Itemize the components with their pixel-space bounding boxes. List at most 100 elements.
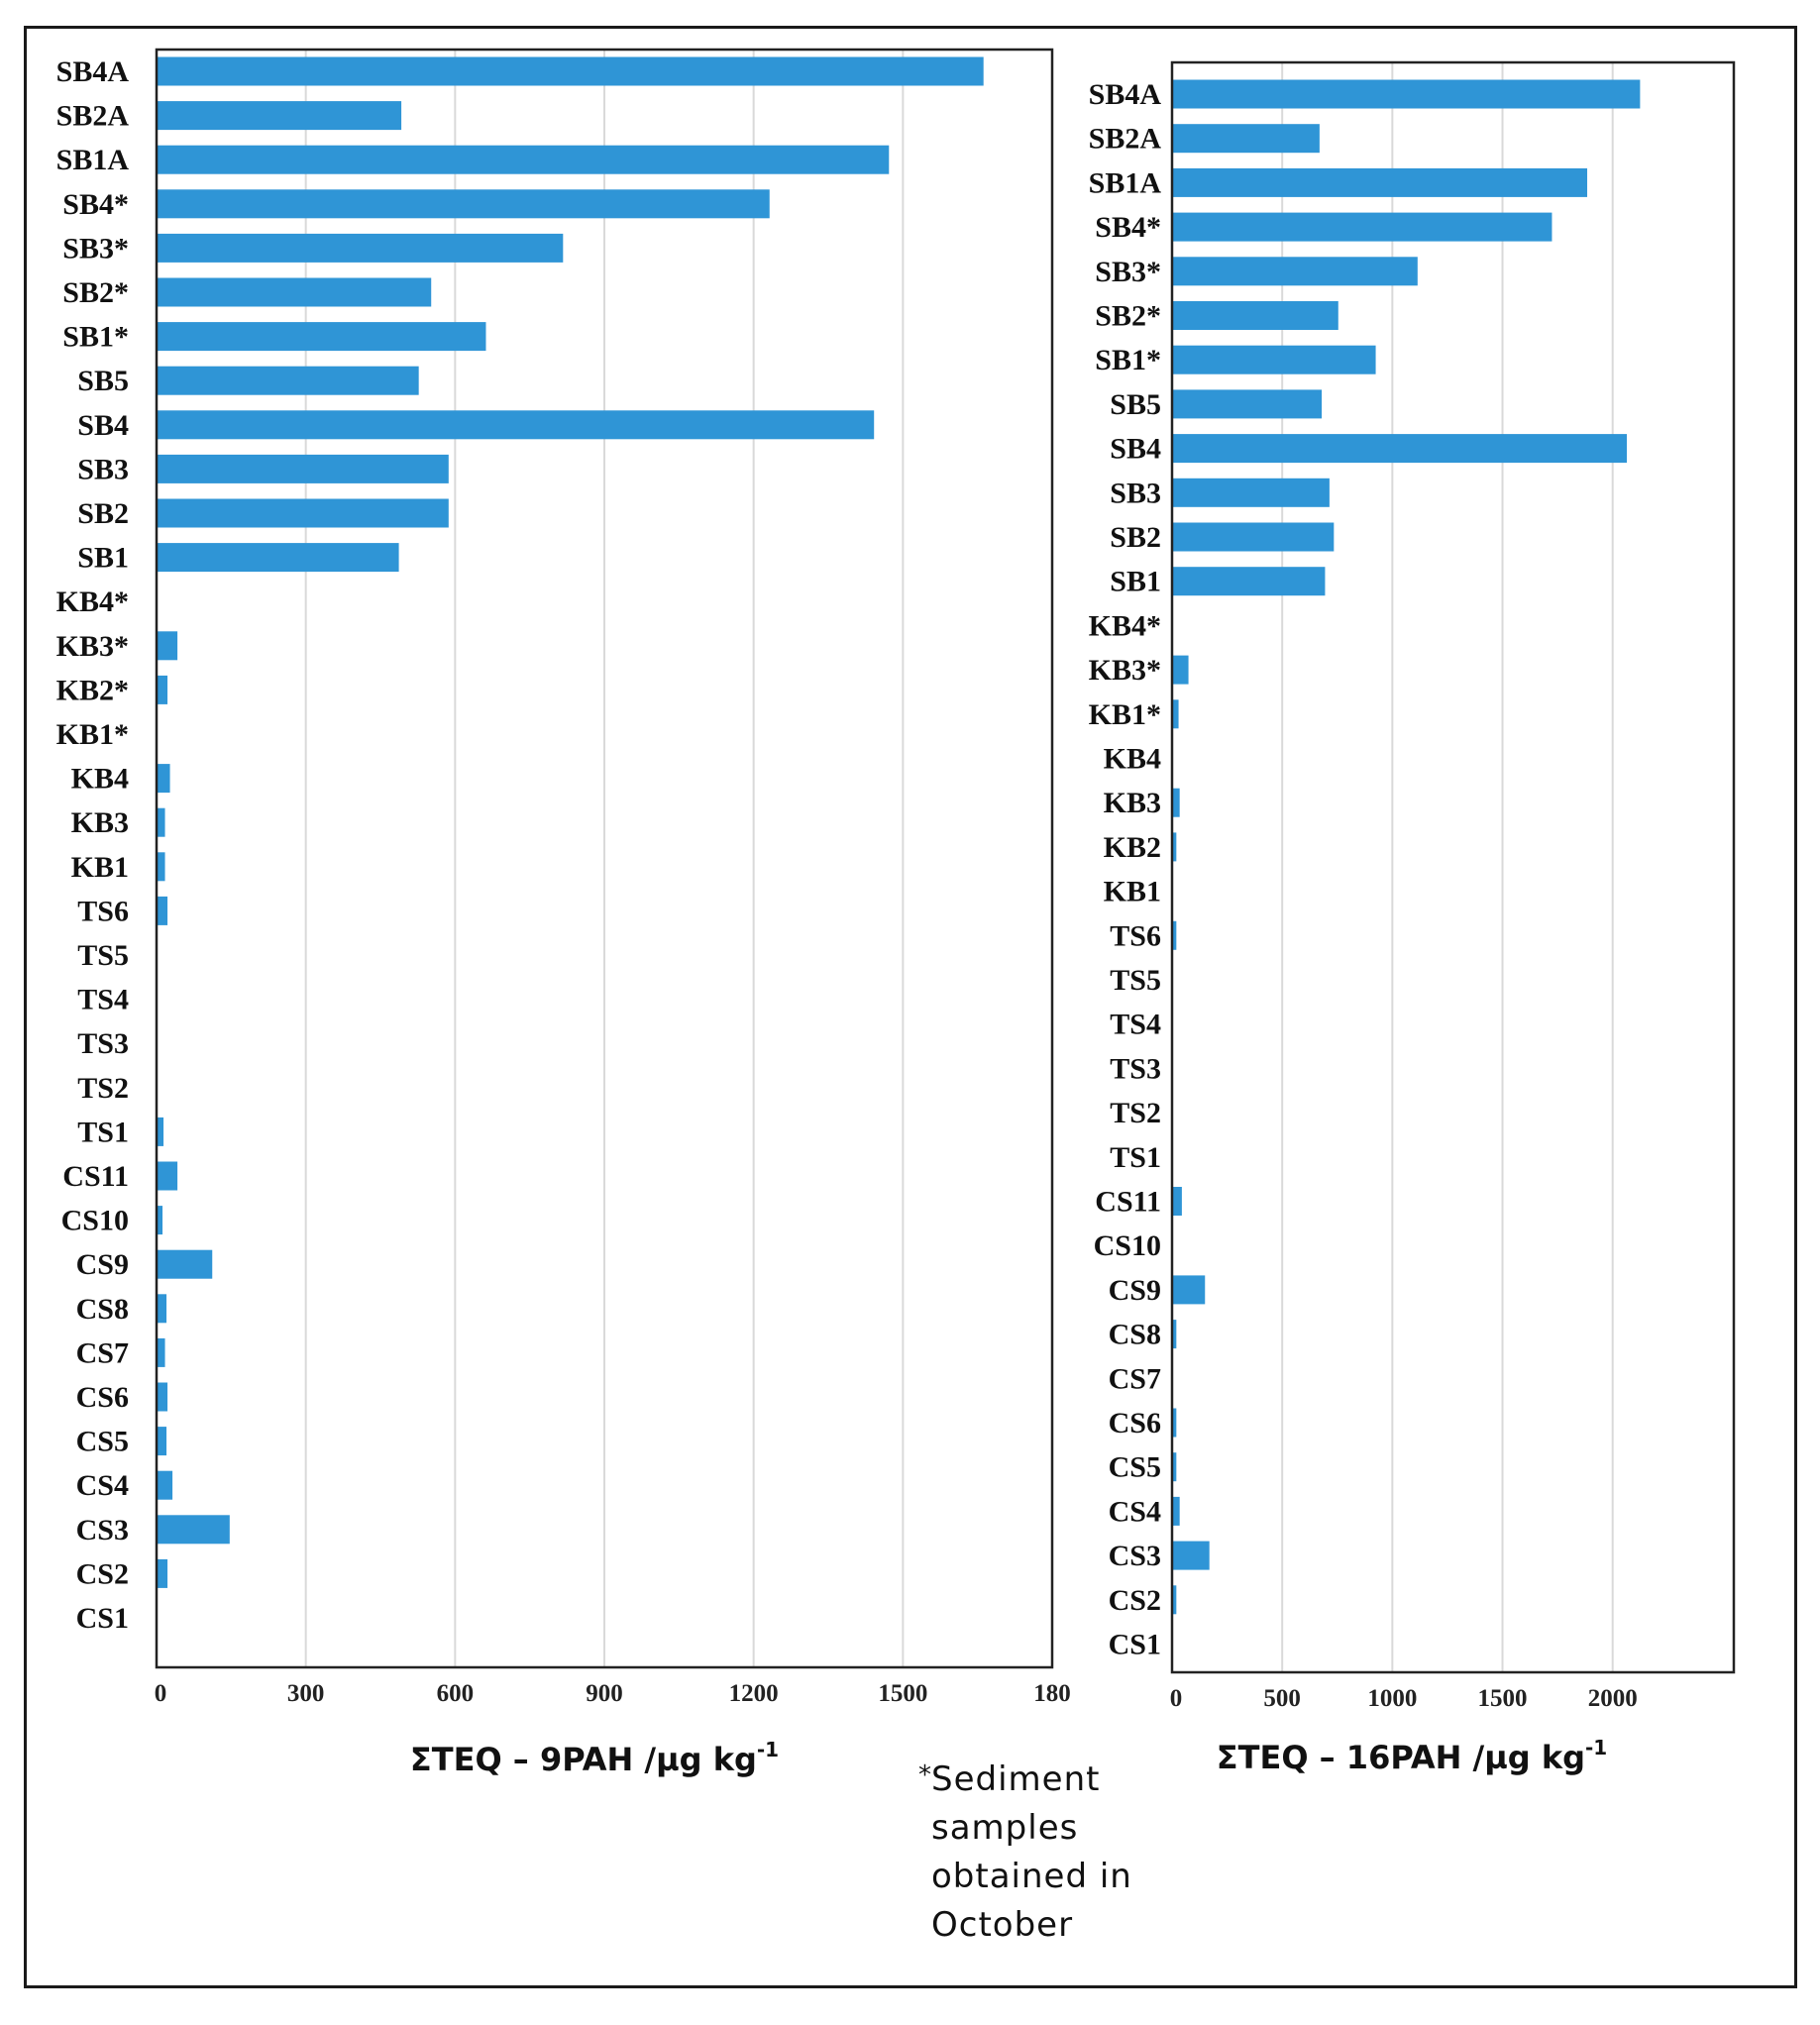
right-bar	[1173, 1408, 1177, 1438]
left-bar	[158, 1294, 167, 1324]
right-category-label: SB2*	[1095, 300, 1161, 333]
right-category-label: SB4*	[1095, 211, 1161, 244]
right-bar	[1173, 1585, 1177, 1615]
right-category-label: CS7	[1109, 1362, 1161, 1395]
right-category-label: SB4A	[1089, 78, 1162, 111]
right-category-label: KB1	[1104, 876, 1161, 908]
left-category-label: CS6	[76, 1381, 129, 1414]
left-bar	[158, 233, 564, 263]
left-category-label: KB4*	[56, 586, 129, 618]
left-category-label: SB3	[77, 453, 129, 485]
left-bar	[158, 145, 890, 174]
right-category-label: SB3	[1110, 477, 1161, 509]
left-bar	[158, 1470, 173, 1500]
left-category-label: KB1	[71, 851, 129, 884]
right-category-label: KB2	[1104, 831, 1161, 864]
right-bar	[1173, 1320, 1177, 1349]
right-category-label: TS4	[1110, 1009, 1161, 1041]
left-category-label: CS8	[76, 1293, 129, 1326]
left-category-label: SB4	[77, 409, 129, 442]
right-bar	[1173, 832, 1177, 862]
left-category-label: KB1*	[56, 718, 129, 751]
left-bar	[158, 454, 449, 483]
right-bar	[1173, 1541, 1210, 1570]
right-plot-border	[1170, 60, 1736, 1674]
left-category-label: CS3	[76, 1514, 129, 1546]
left-category-label: CS11	[62, 1160, 129, 1193]
right-category-label: TS5	[1110, 964, 1161, 997]
left-bar	[158, 366, 419, 395]
right-bar	[1173, 301, 1338, 330]
left-bar	[158, 764, 170, 794]
right-category-label: CS4	[1109, 1495, 1161, 1528]
left-bar	[158, 1515, 230, 1545]
right-category-label: CS6	[1109, 1407, 1161, 1439]
right-x-axis-label: ΣTEQ – 16PAH /µg kg-1	[1217, 1736, 1607, 1776]
right-category-label: CS2	[1109, 1584, 1161, 1617]
right-bar	[1173, 212, 1552, 242]
right-bar	[1173, 124, 1320, 154]
left-bar	[158, 1249, 213, 1279]
left-category-label: TS5	[77, 939, 129, 972]
right-category-label: SB1*	[1095, 344, 1161, 376]
right-category-label: KB3*	[1089, 654, 1161, 687]
right-tick-label: 0	[1170, 1685, 1183, 1712]
left-tick-label: 1200	[729, 1680, 779, 1707]
right-bar	[1173, 79, 1641, 109]
right-category-label: TS2	[1110, 1097, 1161, 1129]
left-bar	[158, 56, 984, 86]
left-bar	[158, 675, 168, 704]
left-category-label: SB2	[77, 497, 129, 530]
left-bar	[158, 101, 402, 131]
right-tick-label: 500	[1263, 1685, 1301, 1712]
left-category-label: CS2	[76, 1557, 129, 1590]
right-category-label: CS11	[1095, 1186, 1161, 1219]
right-bar	[1173, 1275, 1206, 1305]
chart-16pah: SB4A SB2A SB1A SB4* SB3* SB2* SB1* SB5 SB4 SB3 SB2…	[1089, 60, 1736, 1776]
left-category-label: SB2*	[62, 276, 129, 309]
left-category-label: SB1*	[62, 321, 129, 354]
left-category-label: CS10	[61, 1205, 129, 1237]
note-text: Sediment samples obtained in October	[931, 1759, 1132, 1945]
right-category-label: SB1	[1110, 566, 1161, 598]
right-bar	[1173, 655, 1189, 685]
left-bar	[158, 1427, 167, 1456]
right-bar	[1173, 567, 1326, 596]
right-bar	[1173, 389, 1323, 419]
left-category-label: CS4	[76, 1469, 129, 1502]
left-bar	[158, 410, 875, 440]
right-tick-label: 1000	[1367, 1685, 1417, 1712]
left-category-label: SB4*	[62, 188, 129, 221]
left-category-label: SB4A	[56, 55, 130, 88]
left-category-label: TS1	[77, 1116, 129, 1148]
right-bar	[1173, 920, 1177, 950]
right-category-label: SB1A	[1089, 166, 1162, 199]
right-bar	[1173, 478, 1330, 507]
left-bar	[158, 1161, 178, 1191]
left-category-label: SB1	[77, 542, 129, 575]
chart-9pah: SB4A SB2A SB1A SB4* SB3* SB2* SB1* SB5 SB4 SB3 SB2…	[56, 48, 1071, 1778]
left-category-label: KB2*	[56, 674, 129, 706]
left-tick-label: 300	[287, 1680, 325, 1707]
left-bar	[158, 631, 178, 661]
left-tick-label: 0	[155, 1680, 167, 1707]
legend-note: * Sediment samples obtained in October	[918, 1756, 1229, 1950]
left-category-label: SB1A	[56, 144, 130, 176]
left-bar	[158, 896, 168, 925]
right-category-label: CS1	[1109, 1629, 1161, 1661]
left-category-label: CS7	[76, 1336, 129, 1369]
right-bar	[1173, 522, 1335, 552]
left-bar	[158, 498, 449, 528]
left-bar	[158, 1558, 168, 1588]
left-bar	[158, 189, 770, 219]
right-bar	[1173, 699, 1179, 729]
left-bar	[158, 1206, 163, 1235]
left-bar	[158, 807, 165, 837]
right-tick-label: 1500	[1478, 1685, 1528, 1712]
left-category-label: TS4	[77, 984, 129, 1016]
left-category-label: KB3	[71, 806, 129, 839]
right-bar	[1173, 257, 1418, 286]
right-category-label: SB3*	[1095, 256, 1161, 288]
left-category-label: SB2A	[56, 100, 130, 133]
